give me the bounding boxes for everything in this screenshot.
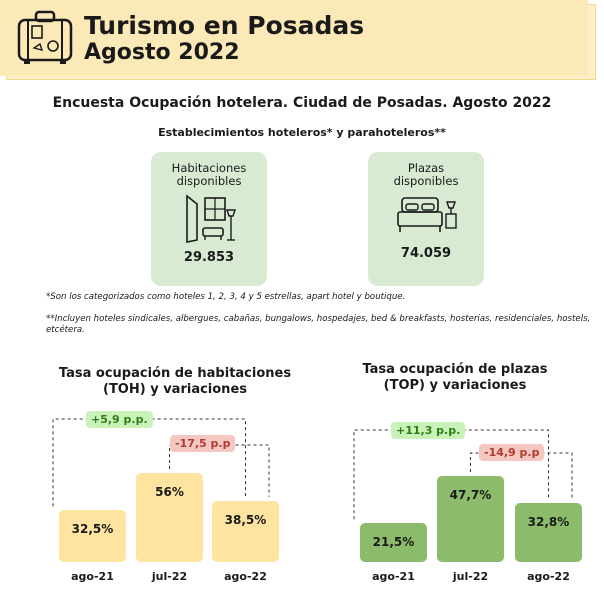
toh-bar-jul-22 — [136, 473, 203, 562]
beds-card: Plazas disponibles 74.059 — [368, 152, 484, 286]
rooms-card: Habitaciones disponibles 29.853 — [151, 152, 267, 286]
toh-value-label-ago-21: 32,5% — [71, 522, 114, 537]
top-variation-badge-2: -14,9 p.p — [479, 444, 545, 461]
note-parahoteleros: **Incluyen hoteles sindicales, albergues… — [46, 314, 591, 335]
header-banner: Turismo en Posadas Agosto 2022 — [0, 0, 588, 76]
beds-card-value: 74.059 — [400, 246, 452, 261]
top-category-label-ago-22: ago-22 — [527, 570, 570, 583]
top-bar-ago-21 — [360, 523, 427, 562]
top-value-label-ago-22: 32,8% — [527, 514, 570, 529]
chart-top-title: Tasa ocupación de plazas (TOP) y variaci… — [362, 362, 548, 393]
rooms-card-label: Habitaciones disponibles — [171, 161, 247, 188]
toh-connector-outer — [52, 418, 246, 507]
top-variation-badge-1: +11,3 p.p. — [391, 422, 466, 439]
bed-icon — [397, 197, 457, 232]
toh-variation-badge-2: -17,5 p.p — [170, 435, 236, 452]
page-subtitle: Agosto 2022 — [84, 40, 240, 65]
top-value-label-ago-21: 21,5% — [372, 535, 415, 550]
top-value-label-jul-22: 47,7% — [449, 488, 492, 502]
toh-category-label-jul-22: jul-22 — [151, 570, 188, 583]
toh-category-label-ago-22: ago-22 — [224, 570, 267, 583]
toh-value-label-ago-22: 38,5% — [224, 512, 267, 527]
toh-bar-ago-21 — [59, 510, 126, 562]
top-category-label-jul-22: jul-22 — [452, 570, 489, 583]
top-bar-jul-22 — [437, 476, 504, 562]
toh-bar-ago-22 — [212, 500, 279, 562]
top-category-label-ago-21: ago-21 — [372, 570, 415, 583]
note-hoteleros: *Son los categorizados como hoteles 1, 2… — [46, 292, 406, 302]
establishments-title: Establecimientos hoteleros* y parahotele… — [158, 126, 446, 139]
top-bar-ago-22 — [515, 502, 582, 562]
chart-toh-title: Tasa ocupación de habitaciones (TOH) y v… — [58, 366, 292, 397]
beds-card-label: Plazas disponibles — [393, 161, 459, 188]
toh-value-label-jul-22: 56% — [155, 485, 184, 499]
page-title: Turismo en Posadas — [84, 11, 365, 40]
room-icon — [186, 194, 236, 243]
suitcase-icon — [17, 10, 73, 64]
toh-variation-badge-1: +5,9 p.p. — [86, 411, 153, 428]
survey-title: Encuesta Ocupación hotelera. Ciudad de P… — [52, 95, 552, 111]
toh-category-label-ago-21: ago-21 — [71, 570, 114, 583]
rooms-card-value: 29.853 — [183, 250, 235, 265]
